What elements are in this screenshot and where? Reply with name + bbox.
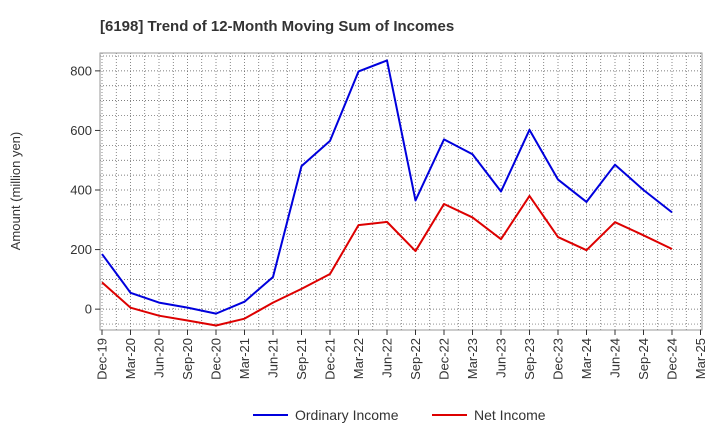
legend-label-net-income: Net Income (474, 407, 546, 423)
plot-lines (101, 59, 673, 327)
x-tick-label-19: Sep-24 (636, 338, 651, 380)
series-line-ordinary-income (101, 59, 673, 315)
x-tick-label-2: Jun-20 (152, 338, 167, 378)
x-tick-label-6: Jun-21 (266, 338, 281, 378)
y-tick-label-1: 200 (70, 242, 92, 257)
x-tick-label-15: Sep-23 (522, 338, 537, 380)
x-tick-label-18: Jun-24 (608, 338, 623, 378)
x-ticks: Dec-19 Mar-20 Jun-20 Sep-20 Dec-20 Mar-21 Jun-… (95, 330, 708, 380)
x-tick-label-5: Mar-21 (237, 338, 252, 379)
x-tick-label-12: Dec-22 (437, 338, 452, 380)
x-tick-label-17: Mar-24 (579, 338, 594, 379)
y-tick-label-2: 400 (70, 183, 92, 198)
x-tick-label-7: Sep-21 (294, 338, 309, 380)
grid (100, 53, 702, 330)
x-tick-label-0: Dec-19 (95, 338, 110, 380)
x-tick-label-8: Dec-21 (323, 338, 338, 380)
x-tick-label-11: Sep-22 (408, 338, 423, 380)
y-tick-label-4: 800 (70, 63, 92, 78)
x-tick-label-3: Sep-20 (180, 338, 195, 380)
x-tick-label-1: Mar-20 (123, 338, 138, 379)
x-tick-label-16: Dec-23 (551, 338, 566, 380)
x-tick-label-14: Jun-23 (494, 338, 509, 378)
x-tick-label-20: Dec-24 (665, 338, 680, 380)
y-tick-label-3: 600 (70, 123, 92, 138)
legend-label-ordinary-income: Ordinary Income (295, 407, 399, 423)
y-tick-label-0: 0 (85, 302, 92, 317)
x-tick-label-9: Mar-22 (351, 338, 366, 379)
y-axis-label: Amount (million yen) (8, 132, 23, 251)
series-line-net-income (101, 194, 673, 327)
plot-frame (99, 52, 703, 331)
y-ticks: 0 200 400 600 800 (70, 63, 100, 317)
chart-title: [6198] Trend of 12-Month Moving Sum of I… (100, 18, 454, 35)
x-tick-label-21: Mar-25 (693, 338, 708, 379)
legend: Ordinary Income Net Income (253, 407, 546, 423)
x-tick-label-4: Dec-20 (209, 338, 224, 380)
x-tick-label-13: Mar-23 (465, 338, 480, 379)
x-tick-label-10: Jun-22 (380, 338, 395, 378)
